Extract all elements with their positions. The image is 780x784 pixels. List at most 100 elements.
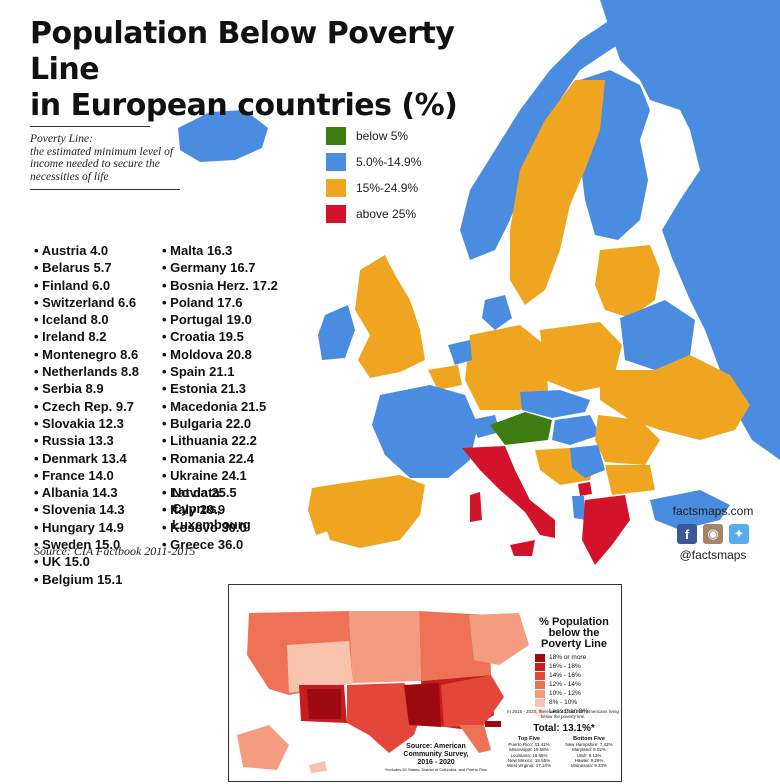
map-legend: below 5% 5.0%-14.9% 15%-24.9% above 25% xyxy=(326,123,421,227)
region-france xyxy=(372,385,478,478)
inset-legend-item: 18% or more xyxy=(535,653,588,662)
region-sicily xyxy=(510,540,535,556)
inset-legend-label: 10% - 12% xyxy=(549,690,581,697)
europe-map xyxy=(178,0,780,565)
no-data-label: No data: xyxy=(172,485,224,500)
ranking-entry: Hawaii: 9.26% xyxy=(574,757,604,763)
country-entry: Switzerland 6.6 xyxy=(34,294,139,311)
country-entry: Albania 14.3 xyxy=(34,484,139,501)
region-norway xyxy=(460,10,640,260)
legend-label: below 5% xyxy=(356,129,409,143)
country-entry: Ukraine 24.1 xyxy=(162,467,278,484)
inset-source: Source: American Community Survey, 2016 … xyxy=(381,743,491,772)
title-line-1: Population Below Poverty Line xyxy=(30,16,455,87)
top-five: Top Five Puerto Rico: 43.41% Mississippi: … xyxy=(499,736,559,769)
legend-swatch xyxy=(326,179,346,197)
ranking-entry: West Virginia: 17.10% xyxy=(506,763,552,769)
definition-term: Poverty Line: xyxy=(30,133,93,145)
inset-legend-swatch xyxy=(535,707,545,716)
alaska xyxy=(237,725,289,770)
country-entry: Finland 6.0 xyxy=(34,277,139,294)
country-entry: Kosovo 30.0 xyxy=(162,519,278,536)
no-data-note: No data: Cyprus, Luxembourg xyxy=(172,485,251,533)
country-list-2: Malta 16.3Germany 16.7Bosnia Herz. 17.2P… xyxy=(162,242,278,553)
region-belarus xyxy=(620,300,695,370)
ranking-entry: Maryland: 9.02% xyxy=(572,747,606,753)
inset-legend-swatch xyxy=(535,689,545,698)
legend-item: 5.0%-14.9% xyxy=(326,149,421,175)
instagram-icon[interactable]: ◉ xyxy=(703,524,723,544)
us-poverty-inset: % Population below the Poverty Line 18% … xyxy=(228,584,622,782)
legend-swatch xyxy=(326,205,346,223)
country-entry: Montenegro 8.6 xyxy=(34,346,139,363)
inset-total: Total: 13.1%* xyxy=(533,723,595,734)
us-map xyxy=(237,611,529,773)
ranking-entry: Puerto Rico: 43.41% xyxy=(508,742,550,748)
region-portugal xyxy=(308,485,332,535)
brand-block: factsmaps.com f ◉ ✦ @factsmaps xyxy=(668,504,758,562)
inset-legend-item: 14% - 16% xyxy=(535,671,588,680)
country-list-1: Austria 4.0Belarus 5.7Finland 6.0Switzer… xyxy=(34,242,139,588)
hawaii xyxy=(309,761,327,773)
region-hungary xyxy=(552,415,600,445)
country-entry: Serbia 8.9 xyxy=(34,380,139,397)
region-ireland xyxy=(318,305,355,360)
ranking-entry: Utah: 9.13% xyxy=(576,752,602,758)
region-iceland xyxy=(178,110,268,162)
inset-source-line: Source: American xyxy=(406,743,466,750)
inset-legend-swatch xyxy=(535,671,545,680)
country-entry: UK 15.0 xyxy=(34,553,139,570)
inset-legend-label: 8% - 10% xyxy=(549,699,578,706)
puerto-rico xyxy=(485,721,501,727)
region-belgium xyxy=(428,365,462,390)
ranking-entry: New Hampshire: 7.42% xyxy=(565,742,613,748)
country-entry: Slovakia 12.3 xyxy=(34,415,139,432)
inset-source-note: *Includes 50 States, District of Columbi… xyxy=(384,767,488,772)
region-russia xyxy=(600,0,780,460)
country-entry: Netherlands 8.8 xyxy=(34,363,139,380)
definition-text: Poverty Line: the estimated minimum leve… xyxy=(30,133,180,183)
inset-legend-item: 12% - 14% xyxy=(535,680,588,689)
region-sweden xyxy=(510,80,605,305)
country-entry: Latvia 25.5 xyxy=(162,484,278,501)
region-turkey xyxy=(650,490,730,530)
country-entry: Lithuania 22.2 xyxy=(162,432,278,449)
country-entry: Greece 36.0 xyxy=(162,536,278,553)
us-mississippi xyxy=(404,683,441,727)
country-entry: Hungary 14.9 xyxy=(34,519,139,536)
inset-legend-label: 14% - 16% xyxy=(549,672,581,679)
inset-legend-item: 16% - 18% xyxy=(535,662,588,671)
ranking-entry: Louisiana: 18.65% xyxy=(510,752,548,758)
legend-label: 15%-24.9% xyxy=(356,181,419,195)
region-ukraine xyxy=(600,355,750,440)
inset-title-line: Poverty Line xyxy=(540,638,608,650)
inset-legend-swatch xyxy=(535,698,545,707)
us-texas xyxy=(347,683,424,753)
country-entry: Czech Rep. 9.7 xyxy=(34,398,139,415)
region-poland xyxy=(540,322,622,392)
country-entry: Spain 21.1 xyxy=(162,363,278,380)
us-mountain xyxy=(287,641,353,693)
social-icons: f ◉ ✦ xyxy=(668,524,758,544)
region-serbia xyxy=(570,445,605,478)
divider xyxy=(30,126,150,127)
ranking-entry: New Mexico: 18.55% xyxy=(507,757,551,763)
inset-legend-item: 8% - 10% xyxy=(535,698,588,707)
poverty-line-definition: Poverty Line: the estimated minimum leve… xyxy=(30,126,180,190)
facebook-icon[interactable]: f xyxy=(677,524,697,544)
brand-handle[interactable]: @factsmaps xyxy=(679,548,747,562)
region-italy xyxy=(462,446,555,538)
legend-item: below 5% xyxy=(326,123,421,149)
legend-label: above 25% xyxy=(356,207,417,221)
brand-site[interactable]: factsmaps.com xyxy=(672,504,754,518)
page-title: Population Below Poverty Line in Europea… xyxy=(30,16,510,124)
country-entry: France 14.0 xyxy=(34,467,139,484)
region-bulgaria xyxy=(605,465,655,495)
inset-source-line: 2016 - 2020 xyxy=(417,759,455,766)
country-entry: Bosnia Herz. 17.2 xyxy=(162,277,278,294)
inset-legend-label: 12% - 14% xyxy=(549,681,581,688)
inset-title-line: below the xyxy=(548,627,600,639)
inset-legend-swatch xyxy=(535,680,545,689)
twitter-icon[interactable]: ✦ xyxy=(729,524,749,544)
us-southeast xyxy=(441,675,504,727)
